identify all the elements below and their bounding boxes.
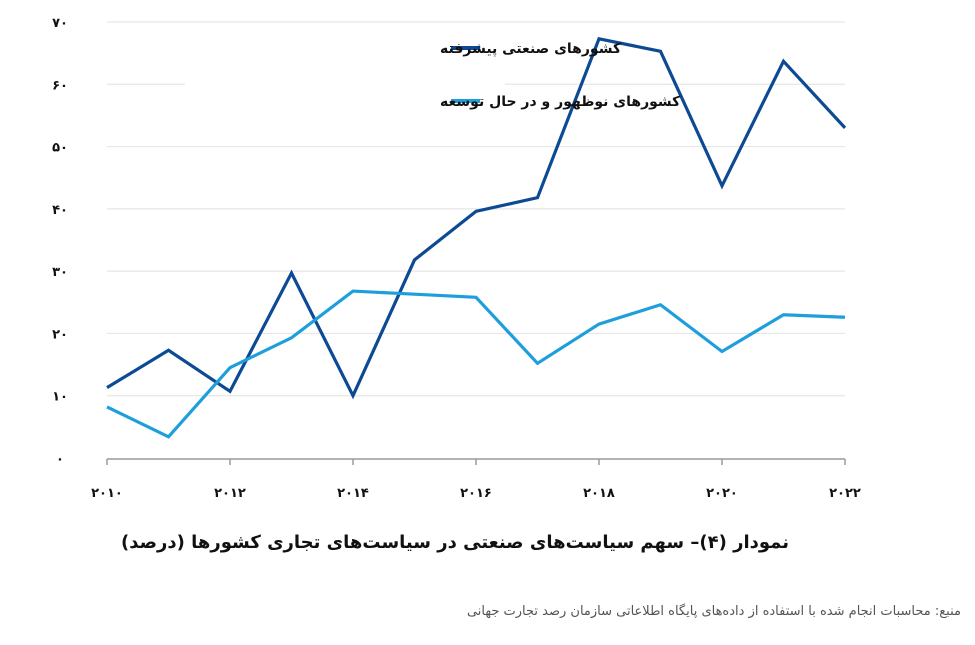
source-note: منبع: محاسبات انجام شده با استفاده از دا…: [466, 604, 961, 619]
series-line-emerging: [106, 289, 846, 439]
legend-label-emerging: کشورهای نوظهور و در حال توسعه: [440, 94, 681, 110]
x-tick-label: ۲۰۱۸: [583, 486, 615, 501]
legend-background: [185, 28, 505, 120]
y-tick-label: ۷۰: [52, 16, 68, 31]
series-line-advanced: [106, 36, 847, 400]
y-tick-label: ۶۰: [52, 78, 68, 93]
y-tick-label: ۵۰: [52, 141, 68, 156]
x-tick-label: ۲۰۲۰: [706, 486, 738, 501]
legend-label-advanced: کشورهای صنعتی پیشرفته: [440, 41, 622, 57]
series-lines: [106, 36, 847, 439]
x-tick-label: ۲۰۱۶: [460, 486, 492, 501]
y-tick-label: ۲۰: [52, 327, 68, 342]
y-tick-label: ۱۰: [52, 390, 68, 405]
y-tick-label: ۳۰: [52, 265, 68, 280]
x-axis: [106, 458, 846, 465]
x-tick-label: ۲۰۱۴: [337, 486, 369, 501]
y-axis-tick-labels: ۰ ۱۰ ۲۰ ۳۰ ۴۰ ۵۰ ۶۰ ۷۰: [52, 16, 68, 467]
legend: کشورهای صنعتی پیشرفته کشورهای نوظهور و د…: [440, 41, 681, 110]
line-chart: ۰ ۱۰ ۲۰ ۳۰ ۴۰ ۵۰ ۶۰ ۷۰ ۲۰۱۰ ۲۰۱۲ ۲۰۱۴ ۲۰۱۶ ۲۰۱۸ ۲۰۲۰…: [52, 16, 861, 501]
x-tick-label: ۲۰۱۲: [214, 486, 246, 501]
chart-caption: نمودار (۴)– سهم سیاست‌های صنعتی در سیاست…: [121, 532, 789, 553]
x-tick-label: ۲۰۱۰: [91, 486, 123, 501]
y-tick-label: ۰: [56, 452, 64, 467]
x-axis-tick-labels: ۲۰۱۰ ۲۰۱۲ ۲۰۱۴ ۲۰۱۶ ۲۰۱۸ ۲۰۲۰ ۲۰۲۲: [91, 486, 861, 501]
y-tick-label: ۴۰: [52, 203, 68, 218]
x-tick-label: ۲۰۲۲: [829, 486, 861, 501]
